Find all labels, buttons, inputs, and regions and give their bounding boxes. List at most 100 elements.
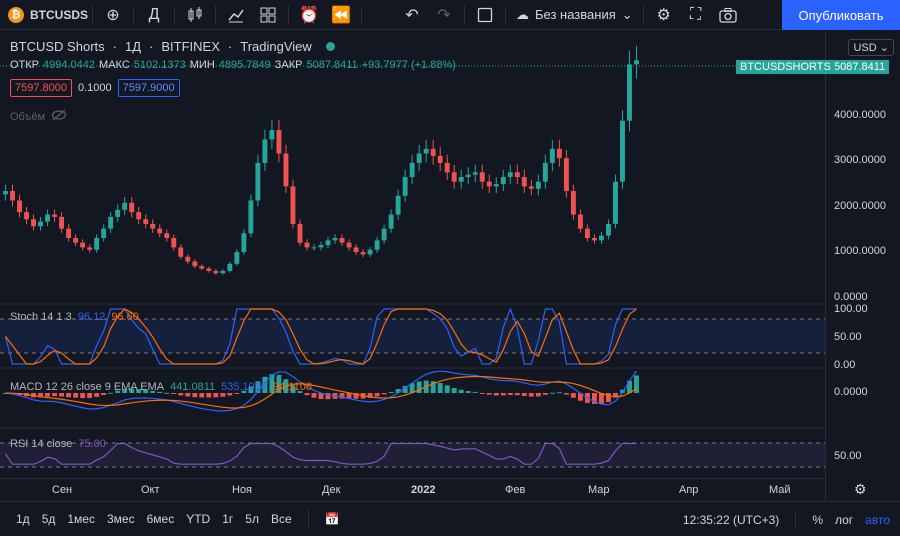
period-3m[interactable]: 3мес — [106, 512, 135, 526]
candle-body — [73, 238, 79, 243]
macd-legend[interactable]: MACD 12 26 close 9 EMA EMA 441.0811 535.… — [10, 381, 312, 393]
layout-name-dropdown[interactable]: ☁ Без названия ⌄ — [510, 0, 639, 30]
candle-body — [101, 228, 107, 238]
candle-body — [367, 249, 373, 255]
candle-body — [577, 214, 583, 229]
legend-source: TradingView — [240, 39, 312, 54]
eye-hidden-icon[interactable] — [51, 109, 67, 124]
candle-body — [283, 153, 289, 187]
market-status-dot[interactable] — [325, 42, 335, 51]
macd-histogram-bar — [45, 393, 51, 397]
candle-body — [395, 195, 401, 215]
stoch-axis-label: 0.00 — [834, 359, 856, 371]
price-axis[interactable]: USD ⌄ 4000.0000 3000.0000 2000.0000 1000… — [825, 31, 900, 501]
macd-histogram-bar — [227, 393, 233, 396]
macd-histogram-bar — [234, 393, 240, 394]
macd-histogram-bar — [290, 385, 296, 393]
period-all[interactable]: Все — [270, 512, 292, 526]
rsi-legend[interactable]: RSI 14 close 75.00 — [10, 438, 106, 450]
macd-histogram-bar — [409, 383, 415, 393]
candle-body — [634, 60, 639, 65]
candle-body — [80, 242, 86, 248]
time-axis[interactable]: Сен Окт Ноя Дек 2022 Фев Мар Апр Май — [0, 478, 825, 500]
macd-histogram-bar — [108, 392, 114, 394]
volume-label: Объём — [10, 110, 46, 123]
chart-area[interactable]: BTCUSD Shorts · 1Д · BITFINEX · TradingV… — [0, 31, 825, 501]
candle-body — [185, 256, 191, 262]
candle-body — [143, 219, 149, 224]
candle-body — [297, 223, 303, 243]
macd-histogram-bar — [430, 381, 436, 393]
candle-body — [150, 223, 156, 229]
period-5y[interactable]: 5л — [245, 512, 259, 526]
candle-body — [304, 242, 310, 248]
divider — [505, 5, 506, 24]
legend-dot-separator: · — [112, 39, 117, 54]
macd-histogram-bar — [304, 393, 310, 396]
buy-price-button[interactable]: 7597.9000 — [117, 79, 180, 97]
interval-button[interactable]: Д — [148, 5, 160, 23]
templates-icon[interactable] — [252, 0, 284, 30]
macd-histogram-bar — [563, 393, 569, 395]
macd-histogram-bar — [122, 389, 128, 393]
candle-body — [416, 153, 422, 163]
period-1y[interactable]: 1г — [222, 512, 234, 526]
period-5d[interactable]: 5д — [41, 512, 56, 526]
low-value: 4895.7849 — [218, 59, 271, 71]
fullscreen-layout-icon[interactable] — [469, 0, 501, 30]
candle-body — [514, 172, 520, 177]
symbol-search[interactable]: ₿ BTCUSDS — [0, 0, 88, 30]
fullscreen-icon[interactable]: ⛶ — [690, 5, 702, 23]
macd-histogram-bar — [178, 393, 184, 396]
macd-histogram-bar — [276, 375, 282, 393]
camera-icon[interactable] — [712, 0, 744, 30]
macd-histogram-bar — [164, 392, 170, 394]
period-1d[interactable]: 1д — [16, 512, 30, 526]
stoch-name: Stoch 14 1 3 — [10, 311, 72, 323]
redo-icon[interactable]: ↷ — [437, 6, 451, 24]
macd-histogram-bar — [73, 393, 79, 398]
candle-body — [542, 162, 548, 182]
stoch-axis-label: 100.00 — [834, 303, 868, 315]
log-toggle[interactable]: лог — [834, 512, 854, 527]
candle-body — [241, 233, 247, 253]
auto-toggle[interactable]: авто — [865, 512, 890, 527]
macd-histogram-bar — [367, 393, 373, 398]
percent-toggle[interactable]: % — [812, 512, 823, 527]
volume-legend[interactable]: Объём — [10, 109, 67, 124]
candles-style-icon[interactable] — [179, 0, 211, 30]
legend-symbol[interactable]: BTCUSD Shorts — [10, 39, 105, 54]
sell-price-button[interactable]: 7597.8000 — [10, 79, 72, 97]
stoch-legend[interactable]: Stoch 14 1 3 96.12 96.60 — [10, 311, 139, 323]
candle-body — [444, 162, 450, 173]
clock-time[interactable]: 12:35:22 (UTC+3) — [682, 512, 780, 527]
compare-add-icon[interactable]: ⊕ — [106, 6, 120, 24]
undo-icon[interactable]: ↶ — [405, 6, 419, 24]
macd-histogram-bar — [171, 393, 177, 395]
indicators-icon[interactable] — [220, 0, 252, 30]
candle-body — [262, 139, 268, 163]
publish-button[interactable]: Опубликовать — [782, 0, 900, 30]
candle-body — [136, 212, 142, 220]
settings-gear-icon[interactable]: ⚙ — [656, 6, 671, 24]
axis-settings-icon[interactable]: ⚙ — [854, 481, 867, 497]
divider — [174, 5, 175, 24]
candle-body — [605, 223, 611, 236]
macd-histogram-bar — [297, 391, 303, 393]
currency-select[interactable]: USD ⌄ — [848, 39, 894, 56]
replay-icon[interactable]: ⏪ — [331, 6, 351, 24]
candle-body — [549, 148, 555, 163]
stoch-axis-label: 50.00 — [834, 331, 862, 343]
period-ytd[interactable]: YTD — [186, 512, 211, 526]
period-1m[interactable]: 1мес — [67, 512, 95, 526]
alert-icon[interactable]: ⏰ — [299, 6, 319, 24]
date-range-icon[interactable]: 📅 — [324, 512, 340, 526]
period-6m[interactable]: 6мес — [146, 512, 175, 526]
candle-body — [360, 252, 366, 255]
time-label: Май — [769, 484, 791, 496]
chart-canvas[interactable] — [0, 31, 825, 478]
high-label: МАКС — [99, 59, 130, 71]
eye-glyph — [51, 109, 67, 121]
rsi-name: RSI 14 close — [10, 438, 73, 450]
candle-body — [87, 247, 93, 250]
